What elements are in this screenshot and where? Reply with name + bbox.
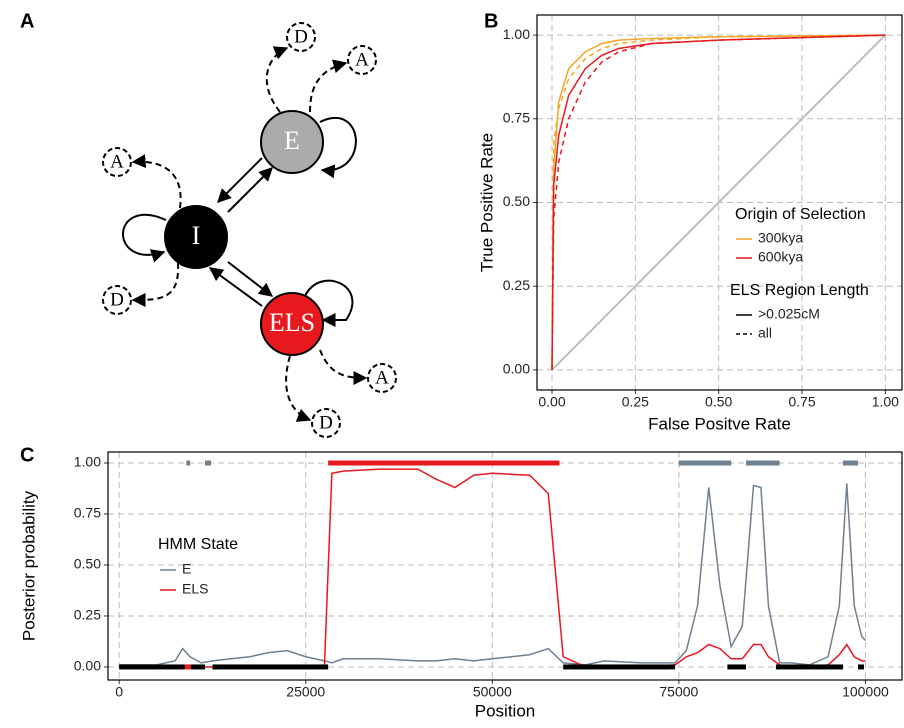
node	[311, 408, 341, 438]
node	[286, 22, 316, 52]
y-tick-label: 1.00	[74, 454, 101, 470]
x-tick-label: 0	[115, 684, 123, 700]
x-axis-title: Position	[475, 701, 535, 720]
y-tick-label: 0.50	[74, 556, 101, 572]
x-tick-label: 0.75	[788, 394, 815, 410]
node	[347, 45, 377, 75]
x-tick-label: 100000	[842, 684, 889, 700]
edge	[309, 59, 348, 113]
panel-label: C	[20, 444, 34, 466]
state-call	[843, 460, 858, 466]
legend-label: E	[182, 561, 191, 577]
state-call	[119, 664, 185, 670]
y-tick-label: 0.00	[503, 361, 530, 377]
series-line	[551, 34, 886, 370]
x-axis-title: False Positve Rate	[648, 414, 791, 433]
y-tick-label: 0.50	[503, 193, 530, 209]
diagram	[122, 46, 368, 422]
series-line	[551, 34, 886, 370]
legend-title: HMM State	[158, 536, 238, 553]
state-call	[186, 460, 191, 466]
self-loop	[122, 213, 167, 263]
state-call	[727, 664, 747, 670]
self-loop	[319, 116, 357, 179]
x-tick-label: 0.00	[538, 394, 565, 410]
state-call	[184, 664, 191, 670]
y-tick-label: 0.75	[74, 505, 101, 521]
panel-label: B	[484, 10, 498, 32]
edge	[131, 262, 180, 307]
legend-title: Origin of Selection	[735, 206, 866, 223]
node	[102, 285, 132, 315]
x-tick-label: 0.25	[622, 394, 649, 410]
legend-title: ELS Region Length	[730, 282, 869, 299]
legend-label: ELS	[182, 581, 208, 597]
self-loop	[304, 279, 354, 327]
legend-label: >0.025cM	[758, 306, 820, 322]
x-tick-label: 25000	[286, 684, 325, 700]
x-tick-label: 75000	[659, 684, 698, 700]
y-tick-label: 0.25	[74, 607, 101, 623]
node-label: A	[110, 151, 124, 172]
x-tick-label: 50000	[473, 684, 512, 700]
y-tick-label: 0.25	[503, 277, 530, 293]
series-line	[119, 483, 866, 666]
state-call	[190, 664, 206, 670]
y-tick-label: 0.00	[74, 658, 101, 674]
node	[367, 363, 397, 393]
legend-label: 300kya	[758, 230, 803, 246]
y-axis-title: Posterior probability	[19, 490, 38, 641]
node-label: I	[192, 221, 201, 250]
node	[102, 147, 132, 177]
edge	[285, 355, 312, 422]
state-call	[746, 460, 780, 466]
state-call	[212, 664, 329, 670]
state-call	[205, 460, 211, 466]
node-label: D	[110, 289, 124, 310]
x-tick-label: 1.00	[872, 394, 899, 410]
series-line	[551, 34, 886, 370]
node-label: D	[319, 412, 333, 433]
legend-label: all	[758, 325, 772, 341]
node	[260, 110, 324, 174]
node	[260, 292, 324, 356]
edge	[319, 349, 368, 385]
node	[164, 205, 228, 269]
edge	[208, 267, 263, 307]
node-label: E	[284, 126, 300, 155]
panel-label: A	[20, 10, 34, 32]
y-tick-label: 1.00	[503, 26, 530, 42]
edge	[227, 167, 273, 213]
edge	[131, 154, 182, 209]
legend-label: 600kya	[758, 249, 803, 265]
y-axis-title: True Positive Rate	[477, 133, 496, 272]
state-call	[563, 664, 676, 670]
node-label: A	[355, 49, 369, 70]
state-call	[678, 460, 732, 466]
plot-frame	[107, 451, 903, 681]
x-tick-label: 0.50	[705, 394, 732, 410]
state-call	[775, 664, 844, 670]
edge	[227, 261, 274, 297]
edge	[217, 157, 263, 203]
edge	[265, 46, 289, 113]
plot-frame	[536, 14, 903, 391]
node-label: D	[294, 26, 308, 47]
state-call	[328, 460, 560, 466]
series-line	[551, 34, 887, 371]
state-call	[857, 664, 864, 670]
y-tick-label: 0.75	[503, 109, 530, 125]
node-label: A	[375, 367, 389, 388]
node-label: ELS	[269, 308, 315, 337]
